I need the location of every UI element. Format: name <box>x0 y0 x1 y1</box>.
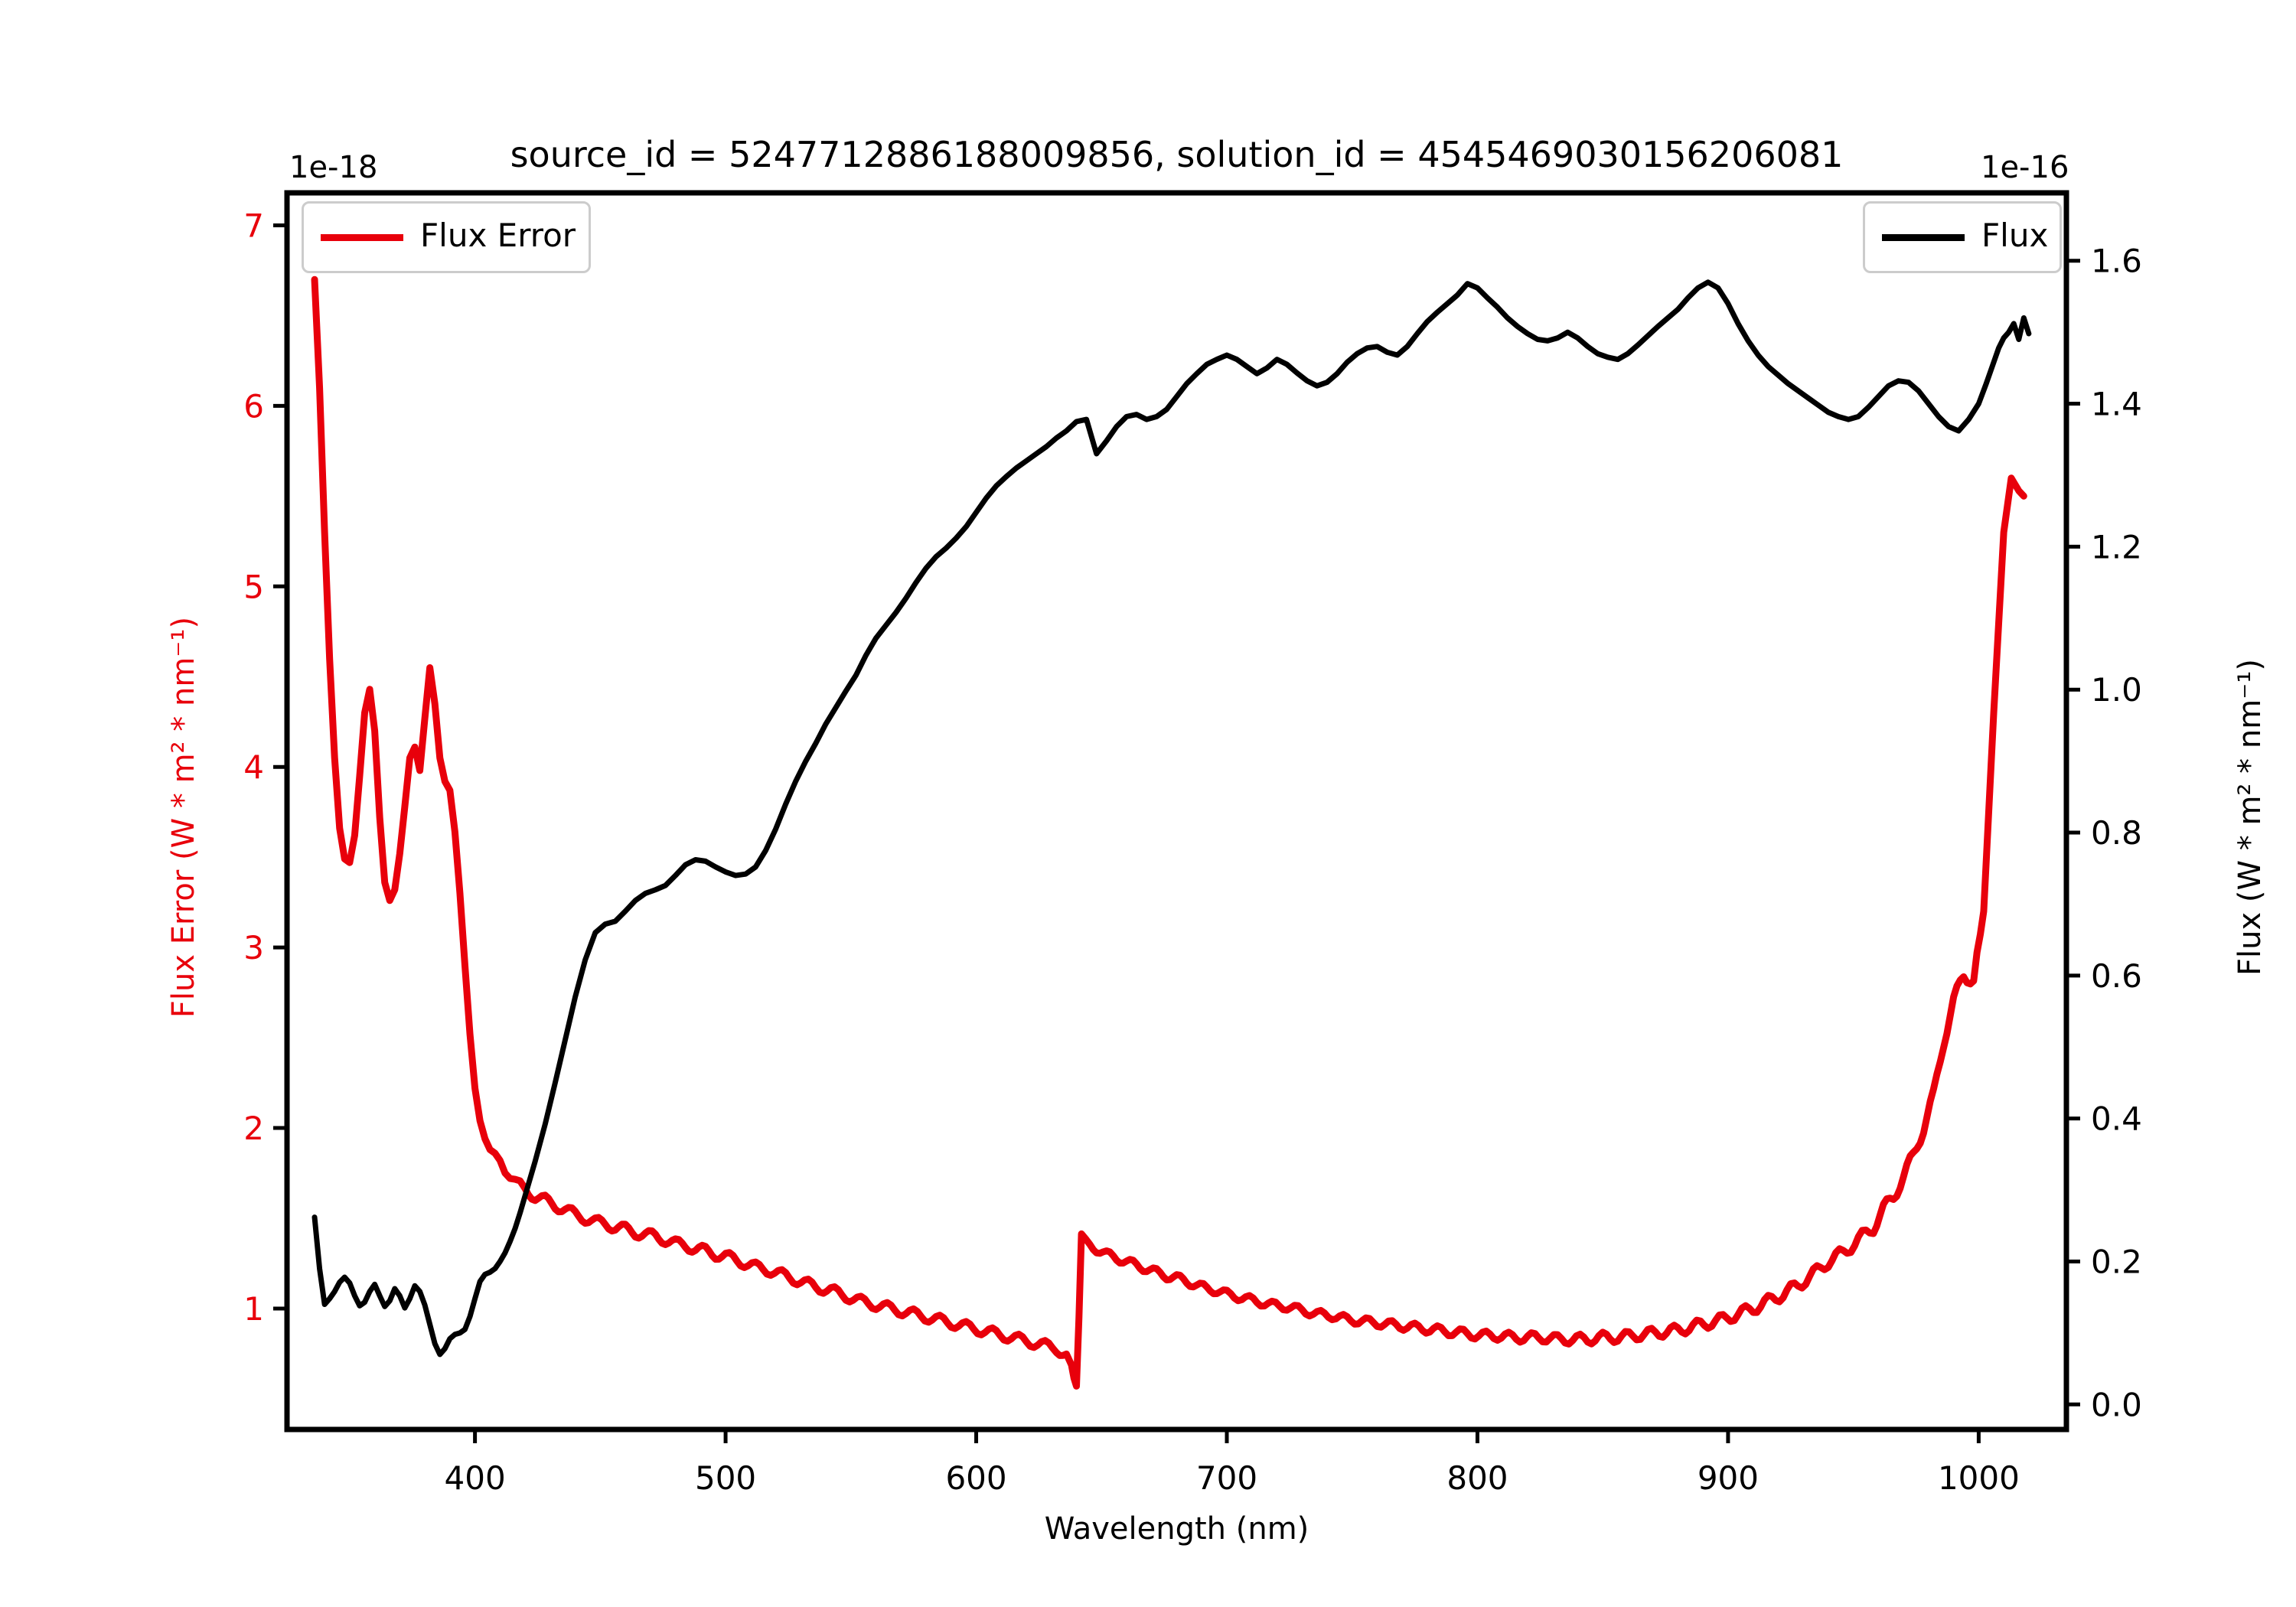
y-right-tick-label: 0.4 <box>2091 1100 2142 1138</box>
left-axis-offset-label: 1e-18 <box>289 150 378 185</box>
y-right-tick-label: 0.6 <box>2091 957 2142 995</box>
y-left-tick-label: 4 <box>243 748 264 786</box>
x-tick-label: 900 <box>1698 1459 1759 1497</box>
y-left-tick-label: 6 <box>243 387 264 425</box>
legend-label-flux-error: Flux Error <box>420 217 576 254</box>
legend-line-swatch-flux <box>1882 234 1965 241</box>
legend-flux[interactable]: Flux <box>1863 201 2062 273</box>
x-tick-label: 500 <box>695 1459 756 1497</box>
x-tick-label: 800 <box>1446 1459 1508 1497</box>
x-tick-label: 600 <box>945 1459 1006 1497</box>
y-right-tick-label: 1.6 <box>2091 243 2142 280</box>
x-tick-label: 700 <box>1196 1459 1257 1497</box>
x-tick-label: 400 <box>445 1459 506 1497</box>
x-axis-label: Wavelength (nm) <box>1044 1511 1309 1547</box>
y-right-tick-label: 1.0 <box>2091 671 2142 709</box>
plot-title: source_id = 5247712886188009856, solutio… <box>287 134 2066 175</box>
y-axis-right-label: Flux (W * m² * nm⁻¹) <box>2232 659 2268 976</box>
x-tick-label: 1000 <box>1938 1459 2020 1497</box>
y-right-tick-label: 1.4 <box>2091 386 2142 423</box>
y-right-tick-label: 1.2 <box>2091 528 2142 566</box>
y-left-tick-label: 3 <box>243 929 264 966</box>
y-left-tick-label: 7 <box>243 207 264 244</box>
plot-title-text: source_id = 5247712886188009856, solutio… <box>510 134 1844 175</box>
axes-frame <box>284 190 2069 1433</box>
y-axis-left-label: Flux Error (W * m² * nm⁻¹) <box>166 616 201 1019</box>
y-left-tick-label: 1 <box>243 1290 264 1328</box>
y-right-tick-label: 0.8 <box>2091 814 2142 852</box>
y-left-tick-label: 2 <box>243 1110 264 1147</box>
legend-label-flux: Flux <box>1981 217 2049 254</box>
y-left-tick-label: 5 <box>243 568 264 605</box>
series-flux-error <box>311 275 2027 1390</box>
legend-line-swatch-flux-error <box>321 234 403 241</box>
y-right-tick-label: 0.0 <box>2091 1386 2142 1423</box>
series-flux <box>311 279 2032 1358</box>
y-right-tick-label: 0.2 <box>2091 1243 2142 1280</box>
right-axis-offset-label: 1e-16 <box>1981 150 2069 185</box>
legend-flux-error[interactable]: Flux Error <box>302 201 591 273</box>
